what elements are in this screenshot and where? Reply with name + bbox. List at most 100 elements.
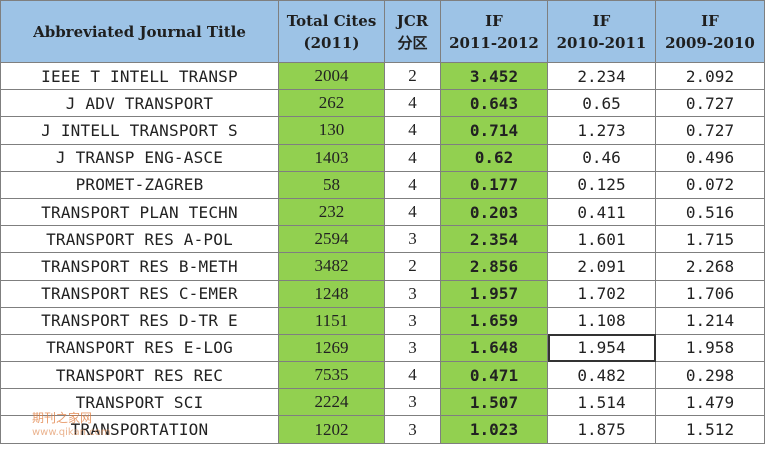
cell-if-2009-2010[interactable]: 0.516: [655, 197, 765, 227]
cell-journal-title[interactable]: TRANSPORT SCI: [0, 388, 279, 417]
table-row: J ADV TRANSPORT 262 4 0.643 0.65 0.727: [0, 89, 765, 118]
cell-if-2010-2011[interactable]: 1.273: [547, 116, 656, 145]
cell-if-2009-2010[interactable]: 1.958: [655, 333, 765, 363]
cell-jcr[interactable]: 2: [384, 61, 441, 91]
header-if-2010-2011[interactable]: IF 2010-2011: [547, 0, 656, 63]
cell-if-2009-2010[interactable]: 0.072: [655, 170, 765, 199]
cell-jcr[interactable]: 3: [384, 225, 441, 254]
cell-jcr[interactable]: 4: [384, 361, 441, 390]
header-journal-title[interactable]: Abbreviated Journal Title: [0, 0, 279, 63]
cell-journal-title[interactable]: PROMET-ZAGREB: [0, 170, 279, 199]
cell-total-cites[interactable]: 232: [278, 197, 385, 227]
cell-jcr[interactable]: 3: [384, 306, 441, 335]
cell-total-cites[interactable]: 1248: [278, 279, 385, 308]
cell-if-2011-2012[interactable]: 0.203: [440, 197, 548, 227]
header-row: Abbreviated Journal Title Total Cites (2…: [0, 0, 765, 63]
cell-journal-title[interactable]: TRANSPORTATION: [0, 415, 279, 444]
cell-if-2009-2010[interactable]: 0.298: [655, 361, 765, 390]
cell-if-2011-2012[interactable]: 1.023: [440, 415, 548, 444]
cell-if-2009-2010[interactable]: 2.268: [655, 252, 765, 281]
cell-if-2011-2012[interactable]: 1.659: [440, 306, 548, 335]
cell-total-cites[interactable]: 7535: [278, 361, 385, 390]
header-total-cites[interactable]: Total Cites (2011): [278, 0, 385, 63]
cell-jcr[interactable]: 4: [384, 116, 441, 145]
cell-if-2011-2012[interactable]: 0.714: [440, 116, 548, 145]
cell-jcr[interactable]: 4: [384, 89, 441, 118]
cell-if-2010-2011[interactable]: 1.875: [547, 415, 656, 444]
cell-if-2010-2011[interactable]: 1.702: [547, 279, 656, 308]
cell-journal-title[interactable]: TRANSPORT RES D-TR E: [0, 306, 279, 335]
cell-total-cites[interactable]: 1151: [278, 306, 385, 335]
cell-if-2009-2010[interactable]: 1.715: [655, 225, 765, 254]
cell-if-2009-2010[interactable]: 0.496: [655, 143, 765, 172]
cell-journal-title[interactable]: TRANSPORT RES E-LOG: [0, 333, 279, 363]
cell-if-2010-2011[interactable]: 0.125: [547, 170, 656, 199]
cell-if-2011-2012[interactable]: 1.957: [440, 279, 548, 308]
cell-total-cites[interactable]: 1269: [278, 333, 385, 363]
cell-journal-title[interactable]: TRANSPORT RES B-METH: [0, 252, 279, 281]
cell-if-2011-2012[interactable]: 1.648: [440, 333, 548, 363]
cell-if-2009-2010[interactable]: 1.479: [655, 388, 765, 417]
table-row: TRANSPORT RES D-TR E 1151 3 1.659 1.108 1.214: [0, 306, 765, 335]
cell-if-2009-2010[interactable]: 2.092: [655, 61, 765, 91]
cell-if-2011-2012[interactable]: 2.856: [440, 252, 548, 281]
cell-if-2010-2011[interactable]: 1.601: [547, 225, 656, 254]
cell-if-2011-2012[interactable]: 1.507: [440, 388, 548, 417]
cell-total-cites[interactable]: 2224: [278, 388, 385, 417]
cell-if-2010-2011[interactable]: 0.46: [547, 143, 656, 172]
cell-journal-title[interactable]: TRANSPORT PLAN TECHN: [0, 197, 279, 227]
cell-if-2009-2010[interactable]: 0.727: [655, 89, 765, 118]
table-row: TRANSPORT RES C-EMER 1248 3 1.957 1.702 1.706: [0, 279, 765, 308]
table-row: J TRANSP ENG-ASCE 1403 4 0.62 0.46 0.496: [0, 143, 765, 172]
table-row: PROMET-ZAGREB 58 4 0.177 0.125 0.072: [0, 170, 765, 199]
cell-if-2010-2011[interactable]: 1.954: [547, 333, 656, 363]
cell-journal-title[interactable]: J TRANSP ENG-ASCE: [0, 143, 279, 172]
header-jcr[interactable]: JCR 分区: [384, 0, 441, 63]
cell-if-2010-2011[interactable]: 0.65: [547, 89, 656, 118]
cell-journal-title[interactable]: J INTELL TRANSPORT S: [0, 116, 279, 145]
cell-if-2011-2012[interactable]: 3.452: [440, 61, 548, 91]
cell-total-cites[interactable]: 3482: [278, 252, 385, 281]
journal-table: Abbreviated Journal Title Total Cites (2…: [0, 0, 765, 444]
cell-if-2009-2010[interactable]: 1.214: [655, 306, 765, 335]
cell-journal-title[interactable]: TRANSPORT RES REC: [0, 361, 279, 390]
table-row: TRANSPORT RES E-LOG 1269 3 1.648 1.954 1.958: [0, 333, 765, 363]
cell-if-2011-2012[interactable]: 0.643: [440, 89, 548, 118]
cell-total-cites[interactable]: 2594: [278, 225, 385, 254]
header-if-2009-2010[interactable]: IF 2009-2010: [655, 0, 765, 63]
cell-total-cites[interactable]: 2004: [278, 61, 385, 91]
cell-jcr[interactable]: 3: [384, 388, 441, 417]
cell-jcr[interactable]: 3: [384, 333, 441, 363]
cell-if-2010-2011[interactable]: 1.108: [547, 306, 656, 335]
cell-jcr[interactable]: 2: [384, 252, 441, 281]
cell-total-cites[interactable]: 262: [278, 89, 385, 118]
cell-total-cites[interactable]: 58: [278, 170, 385, 199]
table-row: TRANSPORT RES REC 7535 4 0.471 0.482 0.298: [0, 361, 765, 390]
cell-if-2011-2012[interactable]: 2.354: [440, 225, 548, 254]
cell-total-cites[interactable]: 1403: [278, 143, 385, 172]
cell-jcr[interactable]: 4: [384, 197, 441, 227]
cell-jcr[interactable]: 4: [384, 143, 441, 172]
table-row: TRANSPORT SCI 2224 3 1.507 1.514 1.479: [0, 388, 765, 417]
cell-if-2011-2012[interactable]: 0.177: [440, 170, 548, 199]
cell-journal-title[interactable]: TRANSPORT RES A-POL: [0, 225, 279, 254]
cell-if-2010-2011[interactable]: 0.482: [547, 361, 656, 390]
cell-jcr[interactable]: 4: [384, 170, 441, 199]
cell-if-2010-2011[interactable]: 2.234: [547, 61, 656, 91]
cell-if-2009-2010[interactable]: 1.706: [655, 279, 765, 308]
cell-jcr[interactable]: 3: [384, 415, 441, 444]
cell-if-2010-2011[interactable]: 0.411: [547, 197, 656, 227]
cell-if-2009-2010[interactable]: 0.727: [655, 116, 765, 145]
cell-if-2011-2012[interactable]: 0.62: [440, 143, 548, 172]
cell-if-2011-2012[interactable]: 0.471: [440, 361, 548, 390]
cell-if-2010-2011[interactable]: 1.514: [547, 388, 656, 417]
cell-journal-title[interactable]: TRANSPORT RES C-EMER: [0, 279, 279, 308]
cell-if-2010-2011[interactable]: 2.091: [547, 252, 656, 281]
cell-journal-title[interactable]: IEEE T INTELL TRANSP: [0, 61, 279, 91]
header-if-2011-2012[interactable]: IF 2011-2012: [440, 0, 548, 63]
cell-total-cites[interactable]: 130: [278, 116, 385, 145]
cell-journal-title[interactable]: J ADV TRANSPORT: [0, 89, 279, 118]
cell-jcr[interactable]: 3: [384, 279, 441, 308]
cell-total-cites[interactable]: 1202: [278, 415, 385, 444]
cell-if-2009-2010[interactable]: 1.512: [655, 415, 765, 444]
